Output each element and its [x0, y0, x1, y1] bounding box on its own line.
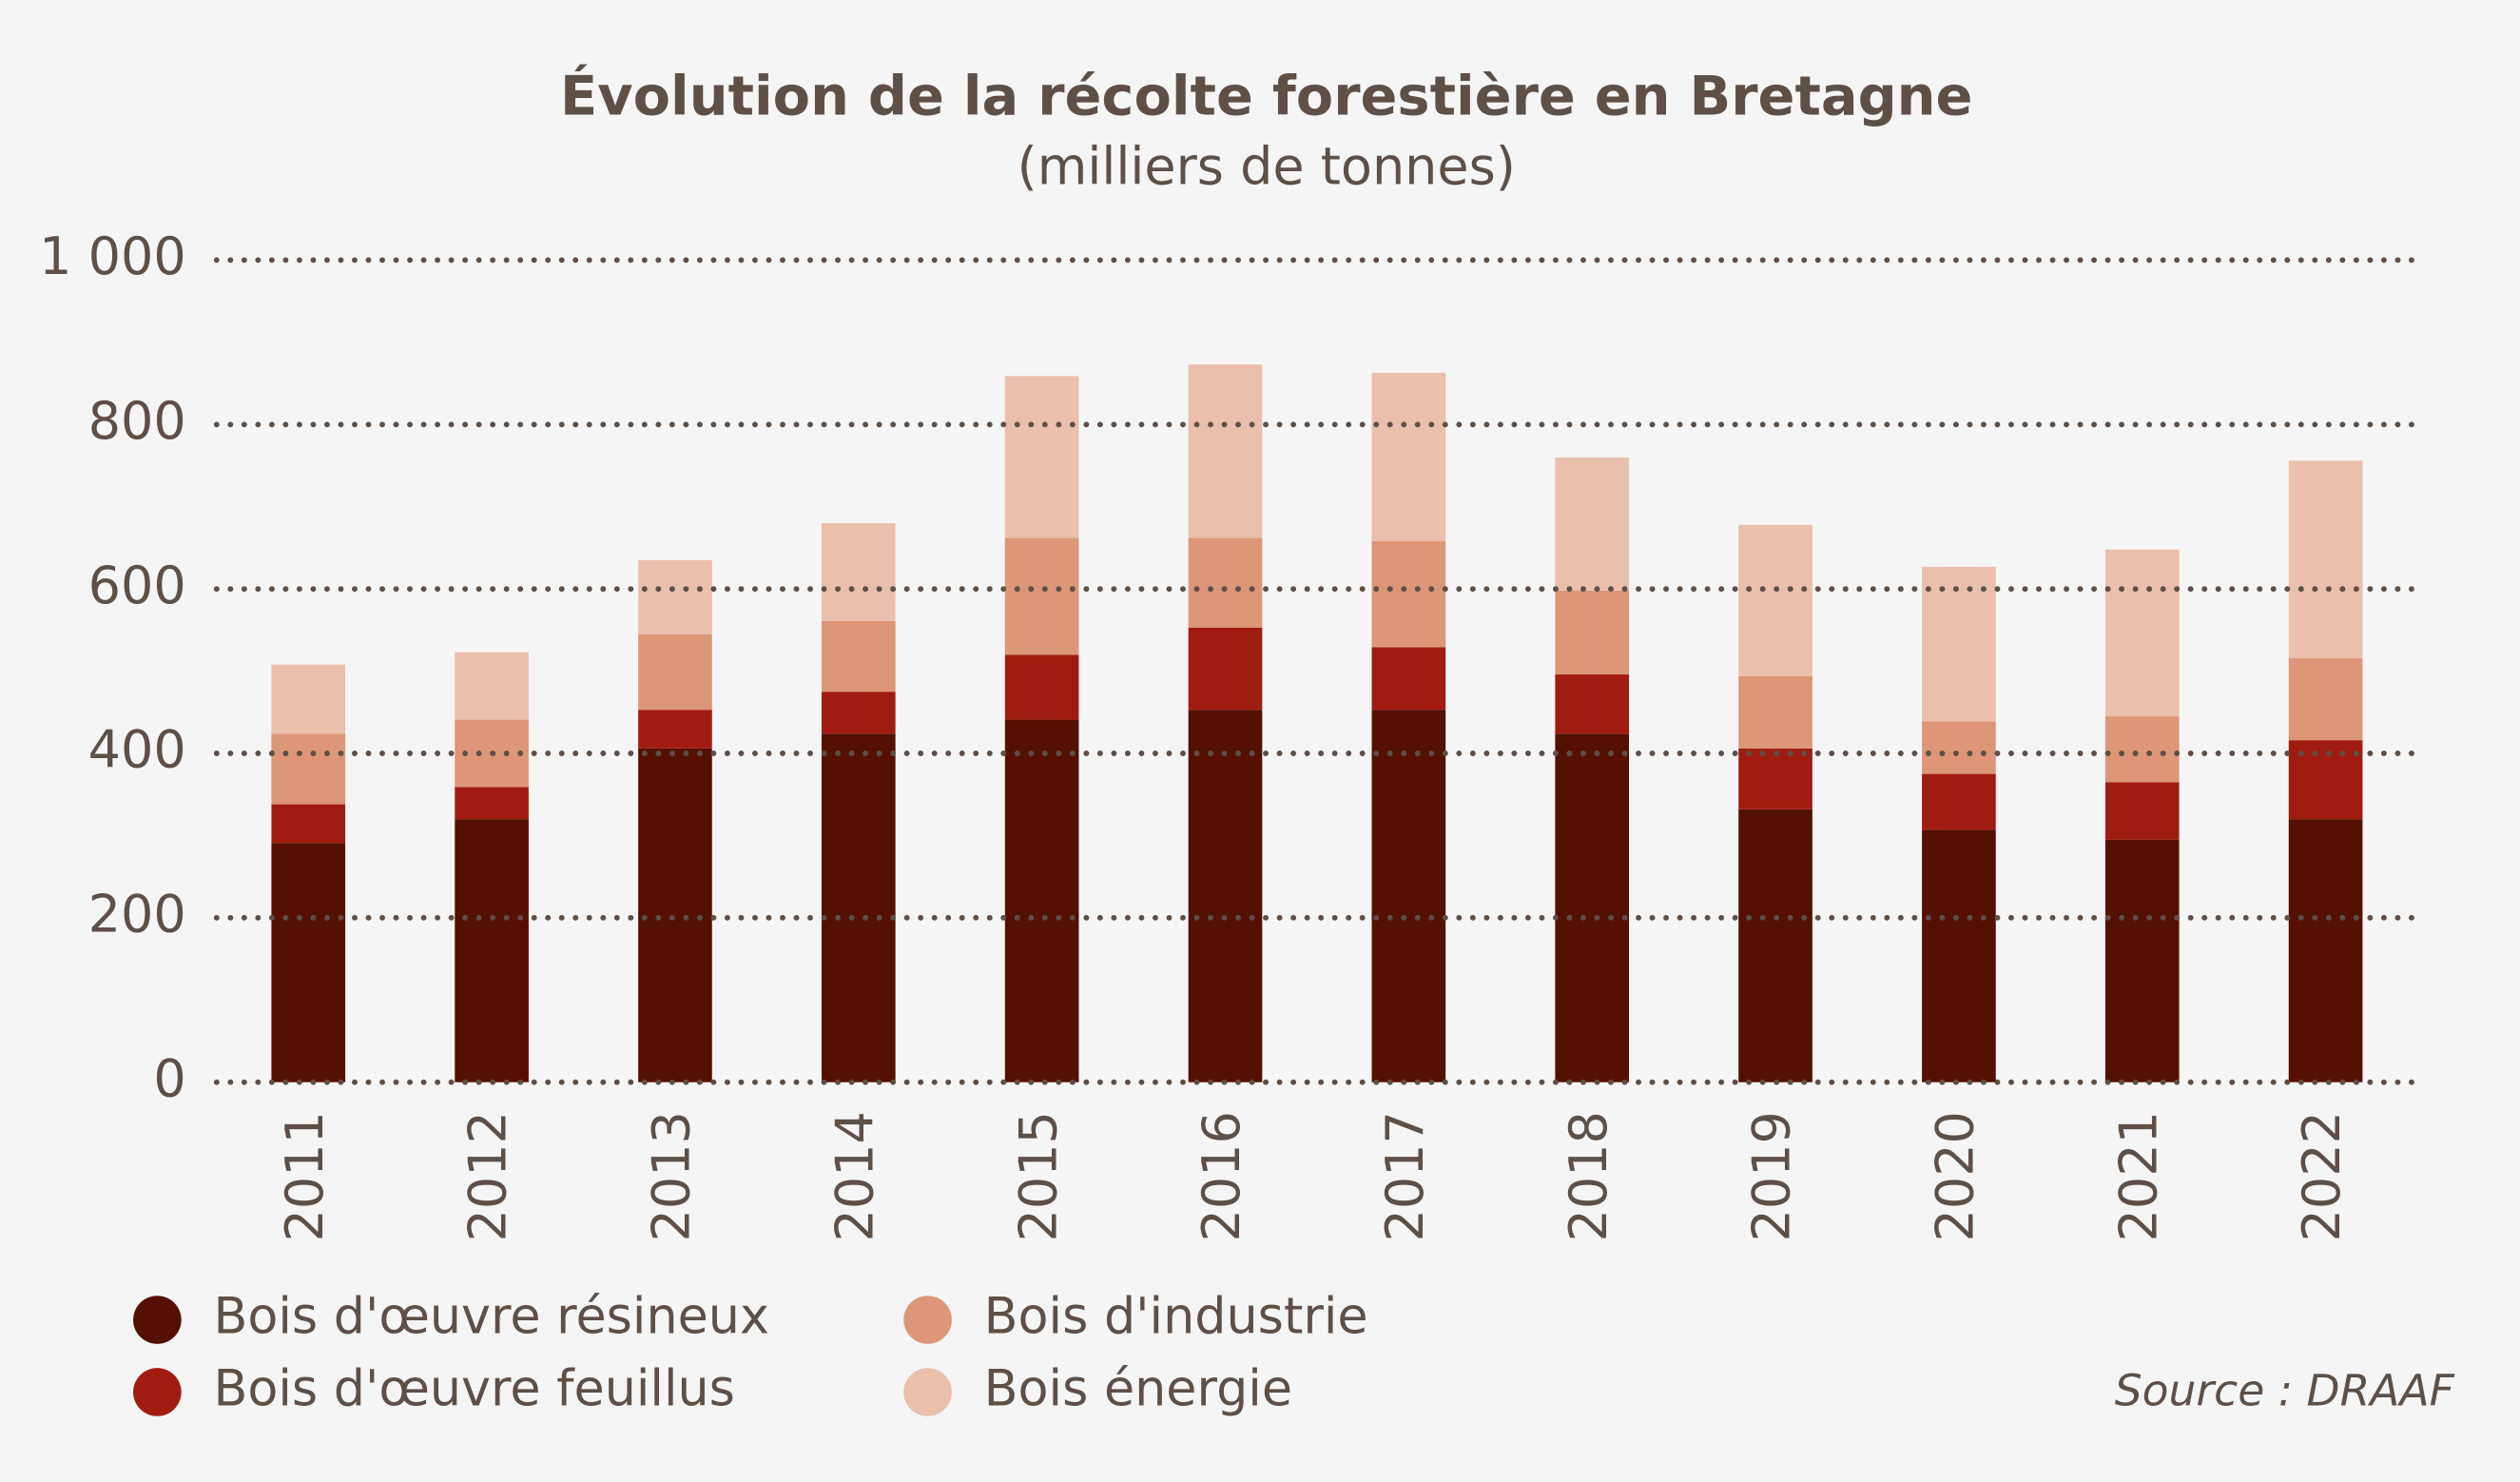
x-tick-label: 2022 — [2292, 1111, 2352, 1241]
x-tick-label: 2020 — [1926, 1111, 1986, 1241]
bar-segment — [1188, 364, 1263, 538]
x-tick-label: 2019 — [1742, 1111, 1802, 1241]
y-tick-label: 400 — [88, 720, 186, 780]
bars — [271, 364, 2363, 1082]
bar-segment — [2104, 716, 2180, 783]
x-tick-label: 2021 — [2108, 1111, 2168, 1241]
bar-segment — [2288, 460, 2363, 658]
bar-segment — [1004, 376, 1079, 538]
legend-swatch — [903, 1296, 952, 1344]
bar-segment — [2104, 782, 2180, 840]
source: Source : DRAAF — [2115, 1366, 2455, 1416]
y-tick-label: 0 — [153, 1048, 185, 1108]
bar-segment — [271, 733, 346, 805]
bar-segment — [1555, 733, 1630, 1082]
x-tick-label: 2011 — [275, 1111, 335, 1241]
bar-segment — [1188, 537, 1263, 628]
legend-label: Bois d'industrie — [984, 1288, 1368, 1346]
bar-segment — [455, 652, 529, 720]
x-tick-label: 2013 — [642, 1111, 702, 1241]
bar-segment — [271, 804, 346, 844]
legend-label: Bois d'œuvre feuillus — [213, 1359, 734, 1417]
legend-label: Bois d'œuvre résineux — [213, 1288, 768, 1346]
bar-segment — [1922, 566, 1996, 722]
bar-segment — [821, 620, 896, 692]
y-tick-label: 600 — [88, 556, 186, 615]
bar-segment — [1555, 590, 1630, 675]
bar-segment — [2104, 839, 2180, 1082]
bar-segment — [638, 710, 712, 749]
bar-segment — [1004, 719, 1079, 1082]
bar-segment — [1371, 541, 1446, 648]
bar-segment — [1188, 627, 1263, 711]
bar-segment — [1004, 654, 1079, 720]
y-tick-label: 200 — [88, 884, 186, 944]
bar-segment — [821, 523, 896, 621]
chart-title: Évolution de la récolte forestière en Br… — [560, 63, 1972, 127]
bar-segment — [271, 843, 346, 1082]
bar-segment — [1004, 537, 1079, 655]
legend-swatch — [133, 1296, 182, 1344]
bar-segment — [455, 819, 529, 1082]
bar-segment — [1555, 457, 1630, 591]
legend-label: Bois énergie — [984, 1359, 1292, 1417]
bar-segment — [455, 787, 529, 820]
bar-segment — [1188, 710, 1263, 1082]
y-tick-label: 800 — [88, 391, 186, 451]
x-tick-label: 2014 — [824, 1111, 884, 1241]
bar-segment — [638, 634, 712, 711]
bar-segment — [821, 733, 896, 1082]
bar-segment — [1738, 675, 1812, 749]
bar-segment — [2288, 657, 2363, 741]
bar-segment — [821, 692, 896, 734]
bar-segment — [2288, 819, 2363, 1082]
chart-subtitle: (milliers de tonnes) — [1018, 137, 1516, 197]
x-tick-label: 2017 — [1375, 1111, 1435, 1241]
legend-swatch — [133, 1368, 182, 1416]
legend-swatch — [903, 1368, 952, 1416]
bar-segment — [1922, 721, 1996, 774]
bar-segment — [2104, 549, 2180, 717]
bar-segment — [1371, 647, 1446, 711]
bar-segment — [1922, 773, 1996, 830]
x-tick-label: 2015 — [1008, 1111, 1068, 1241]
bar-segment — [1555, 674, 1630, 734]
x-tick-label: 2018 — [1559, 1111, 1619, 1241]
x-tick-label: 2016 — [1192, 1111, 1251, 1241]
bar-segment — [271, 664, 346, 734]
x-tick-label: 2012 — [458, 1111, 518, 1241]
bar-segment — [1922, 829, 1996, 1082]
y-tick-label: 1 000 — [39, 226, 186, 286]
bar-segment — [638, 559, 712, 634]
bar-segment — [1738, 809, 1812, 1082]
bar-segment — [1371, 372, 1446, 542]
bar-segment — [1738, 524, 1812, 676]
bar-segment — [1738, 748, 1812, 809]
bar-segment — [1371, 710, 1446, 1082]
